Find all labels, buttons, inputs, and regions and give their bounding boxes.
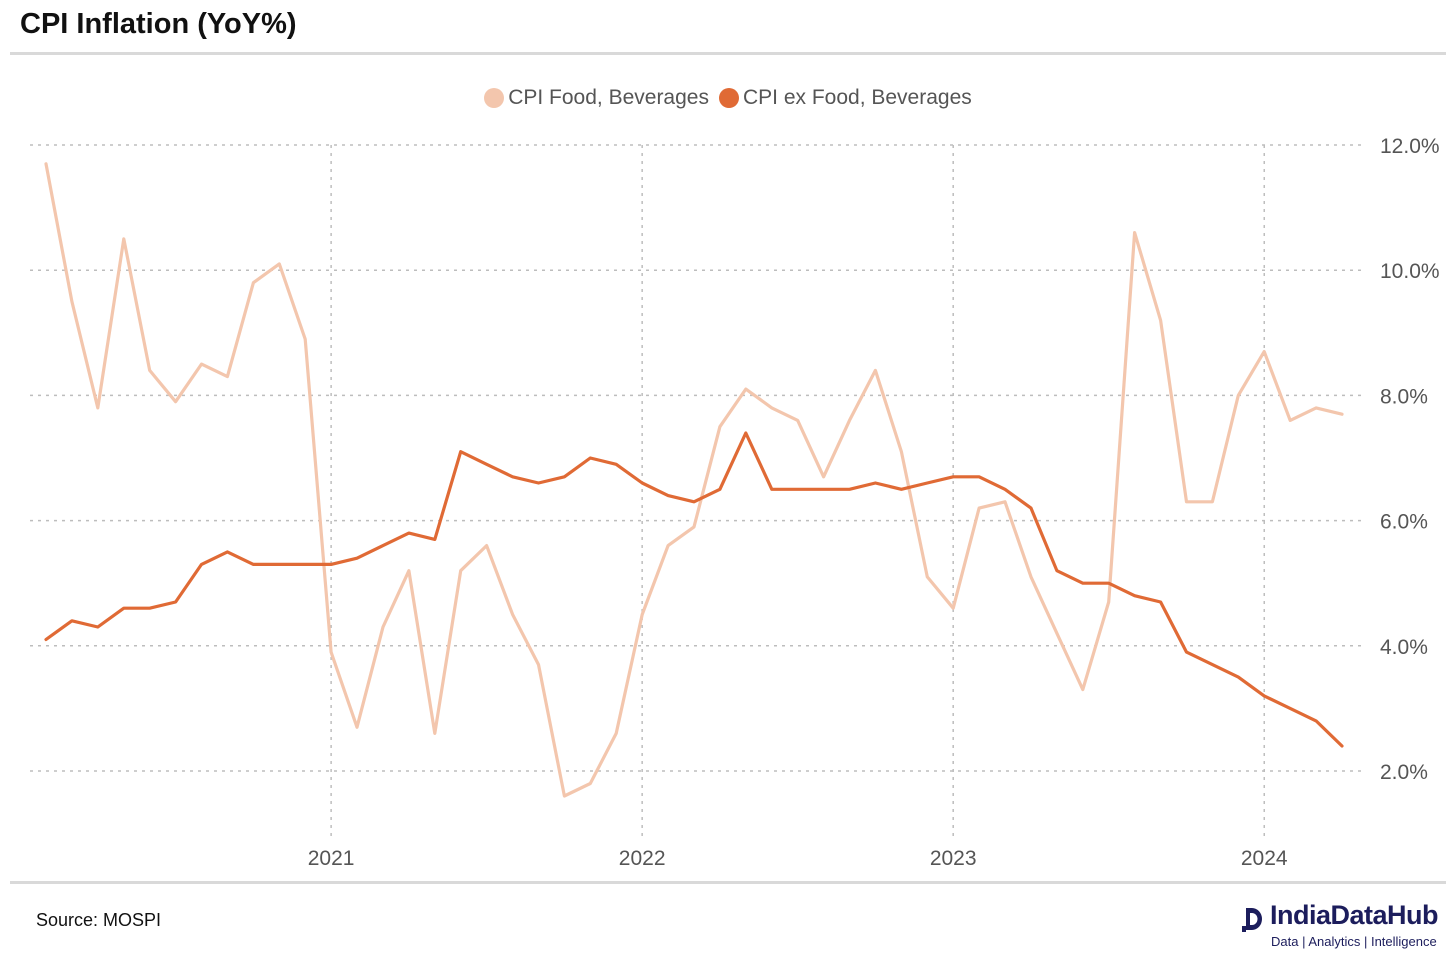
x-tick-label: 2021 bbox=[308, 847, 355, 870]
brand-d-icon bbox=[1242, 908, 1262, 932]
y-tick-label: 12.0% bbox=[1380, 135, 1440, 158]
source-note: Source: MOSPI bbox=[36, 910, 162, 930]
legend-item-ex-food[interactable]: CPI ex Food, Beverages bbox=[718, 86, 972, 110]
legend-label-ex-food: CPI ex Food, Beverages bbox=[742, 86, 972, 109]
legend-item-food[interactable]: CPI Food, Beverages bbox=[484, 86, 709, 110]
brand-tagline: Data | Analytics | Intelligence bbox=[1271, 934, 1437, 949]
series-line-ex-food bbox=[44, 431, 1344, 748]
brand-name: IndiaDataHub bbox=[1270, 900, 1439, 930]
y-tick-label: 2.0% bbox=[1380, 761, 1428, 784]
x-tick-label: 2022 bbox=[619, 847, 666, 870]
legend-marker-food bbox=[484, 88, 505, 108]
y-tick-label: 10.0% bbox=[1380, 260, 1440, 283]
x-tick-label: 2023 bbox=[930, 847, 977, 870]
chart-title: CPI Inflation (YoY%) bbox=[20, 8, 297, 40]
legend-label-food: CPI Food, Beverages bbox=[508, 86, 709, 109]
line-chart: 2.0% 4.0% 6.0% 8.0% 10.0% 12.0% 2021 2022 2023 20… bbox=[30, 135, 1440, 870]
x-tick-label: 2024 bbox=[1241, 847, 1288, 870]
top-divider bbox=[10, 52, 1446, 55]
y-tick-label: 4.0% bbox=[1380, 636, 1428, 659]
legend-marker-ex-food bbox=[718, 88, 739, 108]
brand-logo: IndiaDataHub Data | Analytics | Intellig… bbox=[1238, 900, 1448, 956]
chart-legend: CPI Food, Beverages CPI ex Food, Beverag… bbox=[0, 86, 1456, 110]
y-tick-label: 6.0% bbox=[1380, 511, 1428, 534]
bottom-divider bbox=[10, 881, 1446, 884]
series-line-food bbox=[44, 162, 1344, 798]
y-tick-label: 8.0% bbox=[1380, 385, 1428, 408]
